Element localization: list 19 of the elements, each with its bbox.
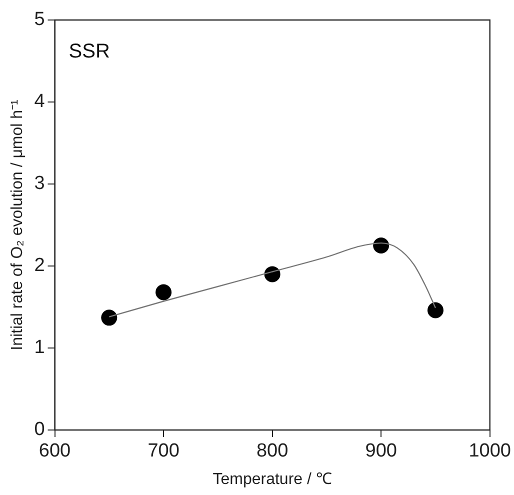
x-axis-title: Temperature / ℃ [212, 470, 332, 488]
point [101, 310, 118, 326]
annotation: SSR [68, 40, 110, 63]
y-tick-label: 1 [34, 337, 45, 358]
point [156, 284, 172, 300]
x-tick-label: 1000 [468, 440, 512, 462]
x-tick-label: 800 [256, 440, 288, 462]
point [427, 302, 444, 318]
y-tick-label: 4 [34, 91, 46, 112]
y-axis-title: Initial rate of O₂ evolution / μmol h⁻¹ [9, 100, 26, 350]
y-tick-label: 0 [34, 419, 45, 440]
y-tick-label: 3 [34, 173, 45, 194]
x-tick-label: 700 [148, 440, 180, 462]
y-tick-label: 5 [34, 9, 45, 30]
x-tick-label: 900 [365, 440, 397, 462]
y-tick-label: 2 [34, 255, 45, 276]
point [264, 266, 280, 282]
point [373, 238, 390, 254]
x-tick-label: 600 [38, 440, 71, 462]
